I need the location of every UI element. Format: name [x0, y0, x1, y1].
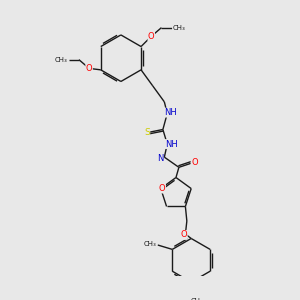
Text: NH: NH: [165, 140, 178, 148]
Text: CH₃: CH₃: [55, 57, 68, 63]
Text: CH₃: CH₃: [172, 25, 185, 31]
Text: S: S: [144, 128, 150, 137]
Text: CH₃: CH₃: [144, 241, 157, 247]
Text: O: O: [86, 64, 92, 73]
Text: N: N: [157, 154, 163, 163]
Text: CH₃: CH₃: [191, 298, 203, 300]
Text: O: O: [148, 32, 154, 41]
Text: O: O: [191, 158, 198, 167]
Text: O: O: [181, 230, 187, 239]
Text: O: O: [159, 184, 166, 193]
Text: NH: NH: [164, 108, 177, 117]
